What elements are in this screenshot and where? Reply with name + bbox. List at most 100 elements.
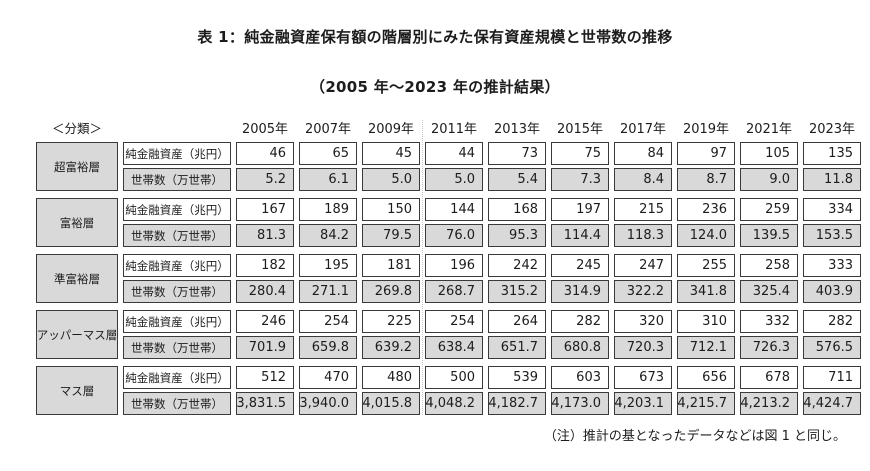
data-cell: 678 bbox=[740, 366, 798, 389]
data-cell: 81.3 bbox=[236, 224, 294, 247]
year-header: 2013年 bbox=[493, 122, 541, 137]
data-cell: 95.3 bbox=[488, 224, 546, 247]
tier-groups: 超富裕層 純金融資産（兆円） 46 65 45 44 73 75 84 97 105 135 世帯数（万… bbox=[36, 142, 861, 415]
data-cell: 470 bbox=[299, 366, 357, 389]
data-cell: 4,203.1 bbox=[614, 392, 672, 415]
data-cell: 651.7 bbox=[488, 336, 546, 359]
year-header: 2019年 bbox=[682, 122, 730, 137]
households-row: 世帯数（万世帯） 81.3 84.2 79.5 76.0 95.3 114.4 118.3 12… bbox=[123, 224, 861, 247]
assets-row: 純金融資産（兆円） 512 470 480 500 539 603 673 656 678 711 bbox=[123, 366, 861, 389]
data-cell: 84 bbox=[614, 142, 672, 165]
year-header: 2009年 bbox=[367, 122, 415, 137]
data-cell: 5.2 bbox=[236, 168, 294, 191]
row-label: 世帯数（万世帯） bbox=[123, 392, 231, 415]
data-cell: 79.5 bbox=[362, 224, 420, 247]
year-header-row: 2005年 2007年 2009年 2011年 2013年 2015年 2017年 2019年… bbox=[236, 118, 861, 137]
data-cell: 656 bbox=[677, 366, 735, 389]
data-cell: 195 bbox=[299, 254, 357, 277]
data-cell: 4,182.7 bbox=[488, 392, 546, 415]
assets-row: 純金融資産（兆円） 46 65 45 44 73 75 84 97 105 135 bbox=[123, 142, 861, 165]
data-cell: 225 bbox=[362, 310, 420, 333]
row-label: 純金融資産（兆円） bbox=[123, 254, 231, 277]
data-cell: 76.0 bbox=[425, 224, 483, 247]
data-cell: 258 bbox=[740, 254, 798, 277]
data-cell: 4,048.2 bbox=[425, 392, 483, 415]
data-cell: 332 bbox=[740, 310, 798, 333]
year-header: 2023年 bbox=[808, 122, 856, 137]
row-label: 世帯数（万世帯） bbox=[123, 168, 231, 191]
data-cell: 320 bbox=[614, 310, 672, 333]
footnote: （注）推計の基となったデータなどは図 1 と同じ。 bbox=[543, 429, 846, 444]
tier-name-cell: 富裕層 bbox=[36, 198, 118, 247]
data-cell: 197 bbox=[551, 198, 609, 221]
data-cell: 5.0 bbox=[362, 168, 420, 191]
data-cell: 254 bbox=[425, 310, 483, 333]
data-cell: 726.3 bbox=[740, 336, 798, 359]
year-header: 2011年 bbox=[430, 122, 478, 137]
data-cell: 182 bbox=[236, 254, 294, 277]
data-cell: 638.4 bbox=[425, 336, 483, 359]
data-cell: 603 bbox=[551, 366, 609, 389]
data-cell: 4,173.0 bbox=[551, 392, 609, 415]
data-cell: 539 bbox=[488, 366, 546, 389]
data-cell: 5.0 bbox=[425, 168, 483, 191]
data-cell: 150 bbox=[362, 198, 420, 221]
data-cell: 247 bbox=[614, 254, 672, 277]
table-title: 表 1：純金融資産保有額の階層別にみた保有資産規模と世帯数の推移 bbox=[197, 28, 673, 46]
data-cell: 44 bbox=[425, 142, 483, 165]
data-cell: 310 bbox=[677, 310, 735, 333]
data-cell: 268.7 bbox=[425, 280, 483, 303]
tier-rows: 純金融資産（兆円） 512 470 480 500 539 603 673 656 678 711 世… bbox=[123, 366, 861, 415]
data-cell: 259 bbox=[740, 198, 798, 221]
tier-name-cell: 超富裕層 bbox=[36, 142, 118, 191]
row-label: 純金融資産（兆円） bbox=[123, 142, 231, 165]
data-cell: 334 bbox=[803, 198, 861, 221]
data-cell: 75 bbox=[551, 142, 609, 165]
data-cell: 576.5 bbox=[803, 336, 861, 359]
data-cell: 3,940.0 bbox=[299, 392, 357, 415]
data-cell: 73 bbox=[488, 142, 546, 165]
data-cell: 181 bbox=[362, 254, 420, 277]
data-cell: 236 bbox=[677, 198, 735, 221]
data-cell: 639.2 bbox=[362, 336, 420, 359]
data-cell: 189 bbox=[299, 198, 357, 221]
row-label: 世帯数（万世帯） bbox=[123, 280, 231, 303]
data-cell: 246 bbox=[236, 310, 294, 333]
tier-group: 超富裕層 純金融資産（兆円） 46 65 45 44 73 75 84 97 105 135 世帯数（万… bbox=[36, 142, 861, 191]
assets-row: 純金融資産（兆円） 167 189 150 144 168 197 215 236 259 334 bbox=[123, 198, 861, 221]
year-header: 2015年 bbox=[556, 122, 604, 137]
tier-group: 富裕層 純金融資産（兆円） 167 189 150 144 168 197 215 236 259 3… bbox=[36, 198, 861, 247]
data-cell: 242 bbox=[488, 254, 546, 277]
table-header-row: ＜分類＞ 2005年 2007年 2009年 2011年 2013年 2015年 2017年… bbox=[36, 120, 861, 137]
data-cell: 4,213.2 bbox=[740, 392, 798, 415]
tier-group: アッパーマス層 純金融資産（兆円） 246 254 225 254 264 282 320 310… bbox=[36, 310, 861, 359]
households-row: 世帯数（万世帯） 280.4 271.1 269.8 268.7 315.2 314.9 32… bbox=[123, 280, 861, 303]
data-cell: 659.8 bbox=[299, 336, 357, 359]
data-cell: 480 bbox=[362, 366, 420, 389]
row-label: 純金融資産（兆円） bbox=[123, 366, 231, 389]
data-cell: 114.4 bbox=[551, 224, 609, 247]
data-cell: 65 bbox=[299, 142, 357, 165]
data-cell: 720.3 bbox=[614, 336, 672, 359]
assets-row: 純金融資産（兆円） 246 254 225 254 264 282 320 310 332 282 bbox=[123, 310, 861, 333]
data-cell: 84.2 bbox=[299, 224, 357, 247]
row-label: 世帯数（万世帯） bbox=[123, 224, 231, 247]
data-cell: 4,424.7 bbox=[803, 392, 861, 415]
assets-row: 純金融資産（兆円） 182 195 181 196 242 245 247 255 258 333 bbox=[123, 254, 861, 277]
data-cell: 280.4 bbox=[236, 280, 294, 303]
data-cell: 8.4 bbox=[614, 168, 672, 191]
table-subtitle: （2005 年～2023 年の推計結果） bbox=[310, 78, 560, 96]
households-row: 世帯数（万世帯） 701.9 659.8 639.2 638.4 651.7 680.8 72… bbox=[123, 336, 861, 359]
tier-name-cell: マス層 bbox=[36, 366, 118, 415]
tier-name-cell: アッパーマス層 bbox=[36, 310, 118, 359]
tier-rows: 純金融資産（兆円） 182 195 181 196 242 245 247 255 258 333 世… bbox=[123, 254, 861, 303]
data-cell: 282 bbox=[551, 310, 609, 333]
data-cell: 9.0 bbox=[740, 168, 798, 191]
row-label: 世帯数（万世帯） bbox=[123, 336, 231, 359]
data-cell: 45 bbox=[362, 142, 420, 165]
data-cell: 315.2 bbox=[488, 280, 546, 303]
data-cell: 167 bbox=[236, 198, 294, 221]
data-cell: 673 bbox=[614, 366, 672, 389]
data-cell: 325.4 bbox=[740, 280, 798, 303]
